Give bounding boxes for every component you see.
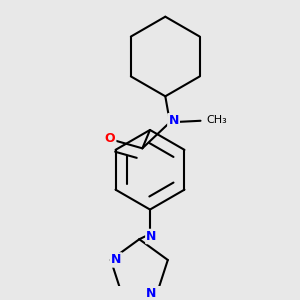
Text: O: O [105, 132, 115, 145]
Text: N: N [146, 287, 157, 300]
Text: N: N [111, 254, 122, 266]
Text: N: N [146, 230, 157, 243]
Text: N: N [168, 114, 179, 127]
Text: CH₃: CH₃ [206, 115, 227, 125]
